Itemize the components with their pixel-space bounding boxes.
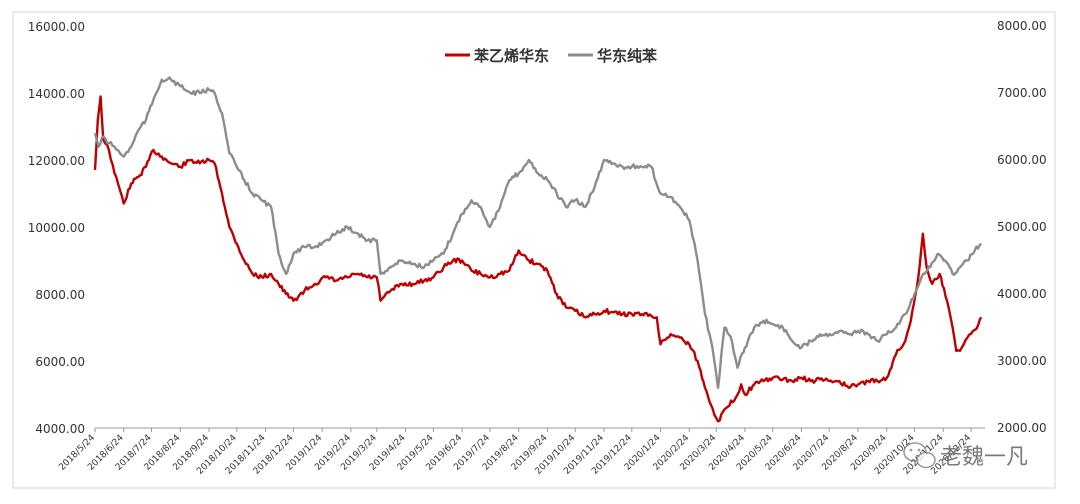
y-left-tick-label: 10000.00 (28, 221, 85, 235)
watermark: 老魏一凡 (903, 442, 1028, 470)
y-left-tick-label: 14000.00 (28, 87, 85, 101)
y-right-tick-label: 8000.00 (997, 19, 1047, 33)
y-left-tick-label: 6000.00 (35, 355, 85, 369)
y-left-tick-label: 4000.00 (35, 422, 85, 436)
series-line-benzene (93, 76, 983, 389)
y-left-tick-label: 8000.00 (35, 288, 85, 302)
legend-label-benzene: 华东纯苯 (597, 47, 658, 65)
y-right-tick-label: 2000.00 (997, 421, 1047, 435)
series-layer (93, 76, 983, 423)
y-left-tick-label: 12000.00 (28, 154, 85, 168)
y-right-tick-label: 7000.00 (997, 86, 1047, 100)
y-right-tick-label: 3000.00 (997, 354, 1047, 368)
chart-legend: 苯乙烯华东 华东纯苯 (445, 47, 658, 65)
legend-label-styrene: 苯乙烯华东 (473, 47, 549, 65)
series-line-styrene (93, 95, 983, 423)
y-left-tick-label: 16000.00 (28, 20, 85, 34)
watermark-text: 老魏一凡 (940, 445, 1028, 470)
chart-frame (12, 11, 1056, 489)
y-right-tick-label: 5000.00 (997, 220, 1047, 234)
wechat-icon (903, 442, 936, 469)
y-right-tick-label: 4000.00 (997, 287, 1047, 301)
y-right-tick-label: 6000.00 (997, 153, 1047, 167)
